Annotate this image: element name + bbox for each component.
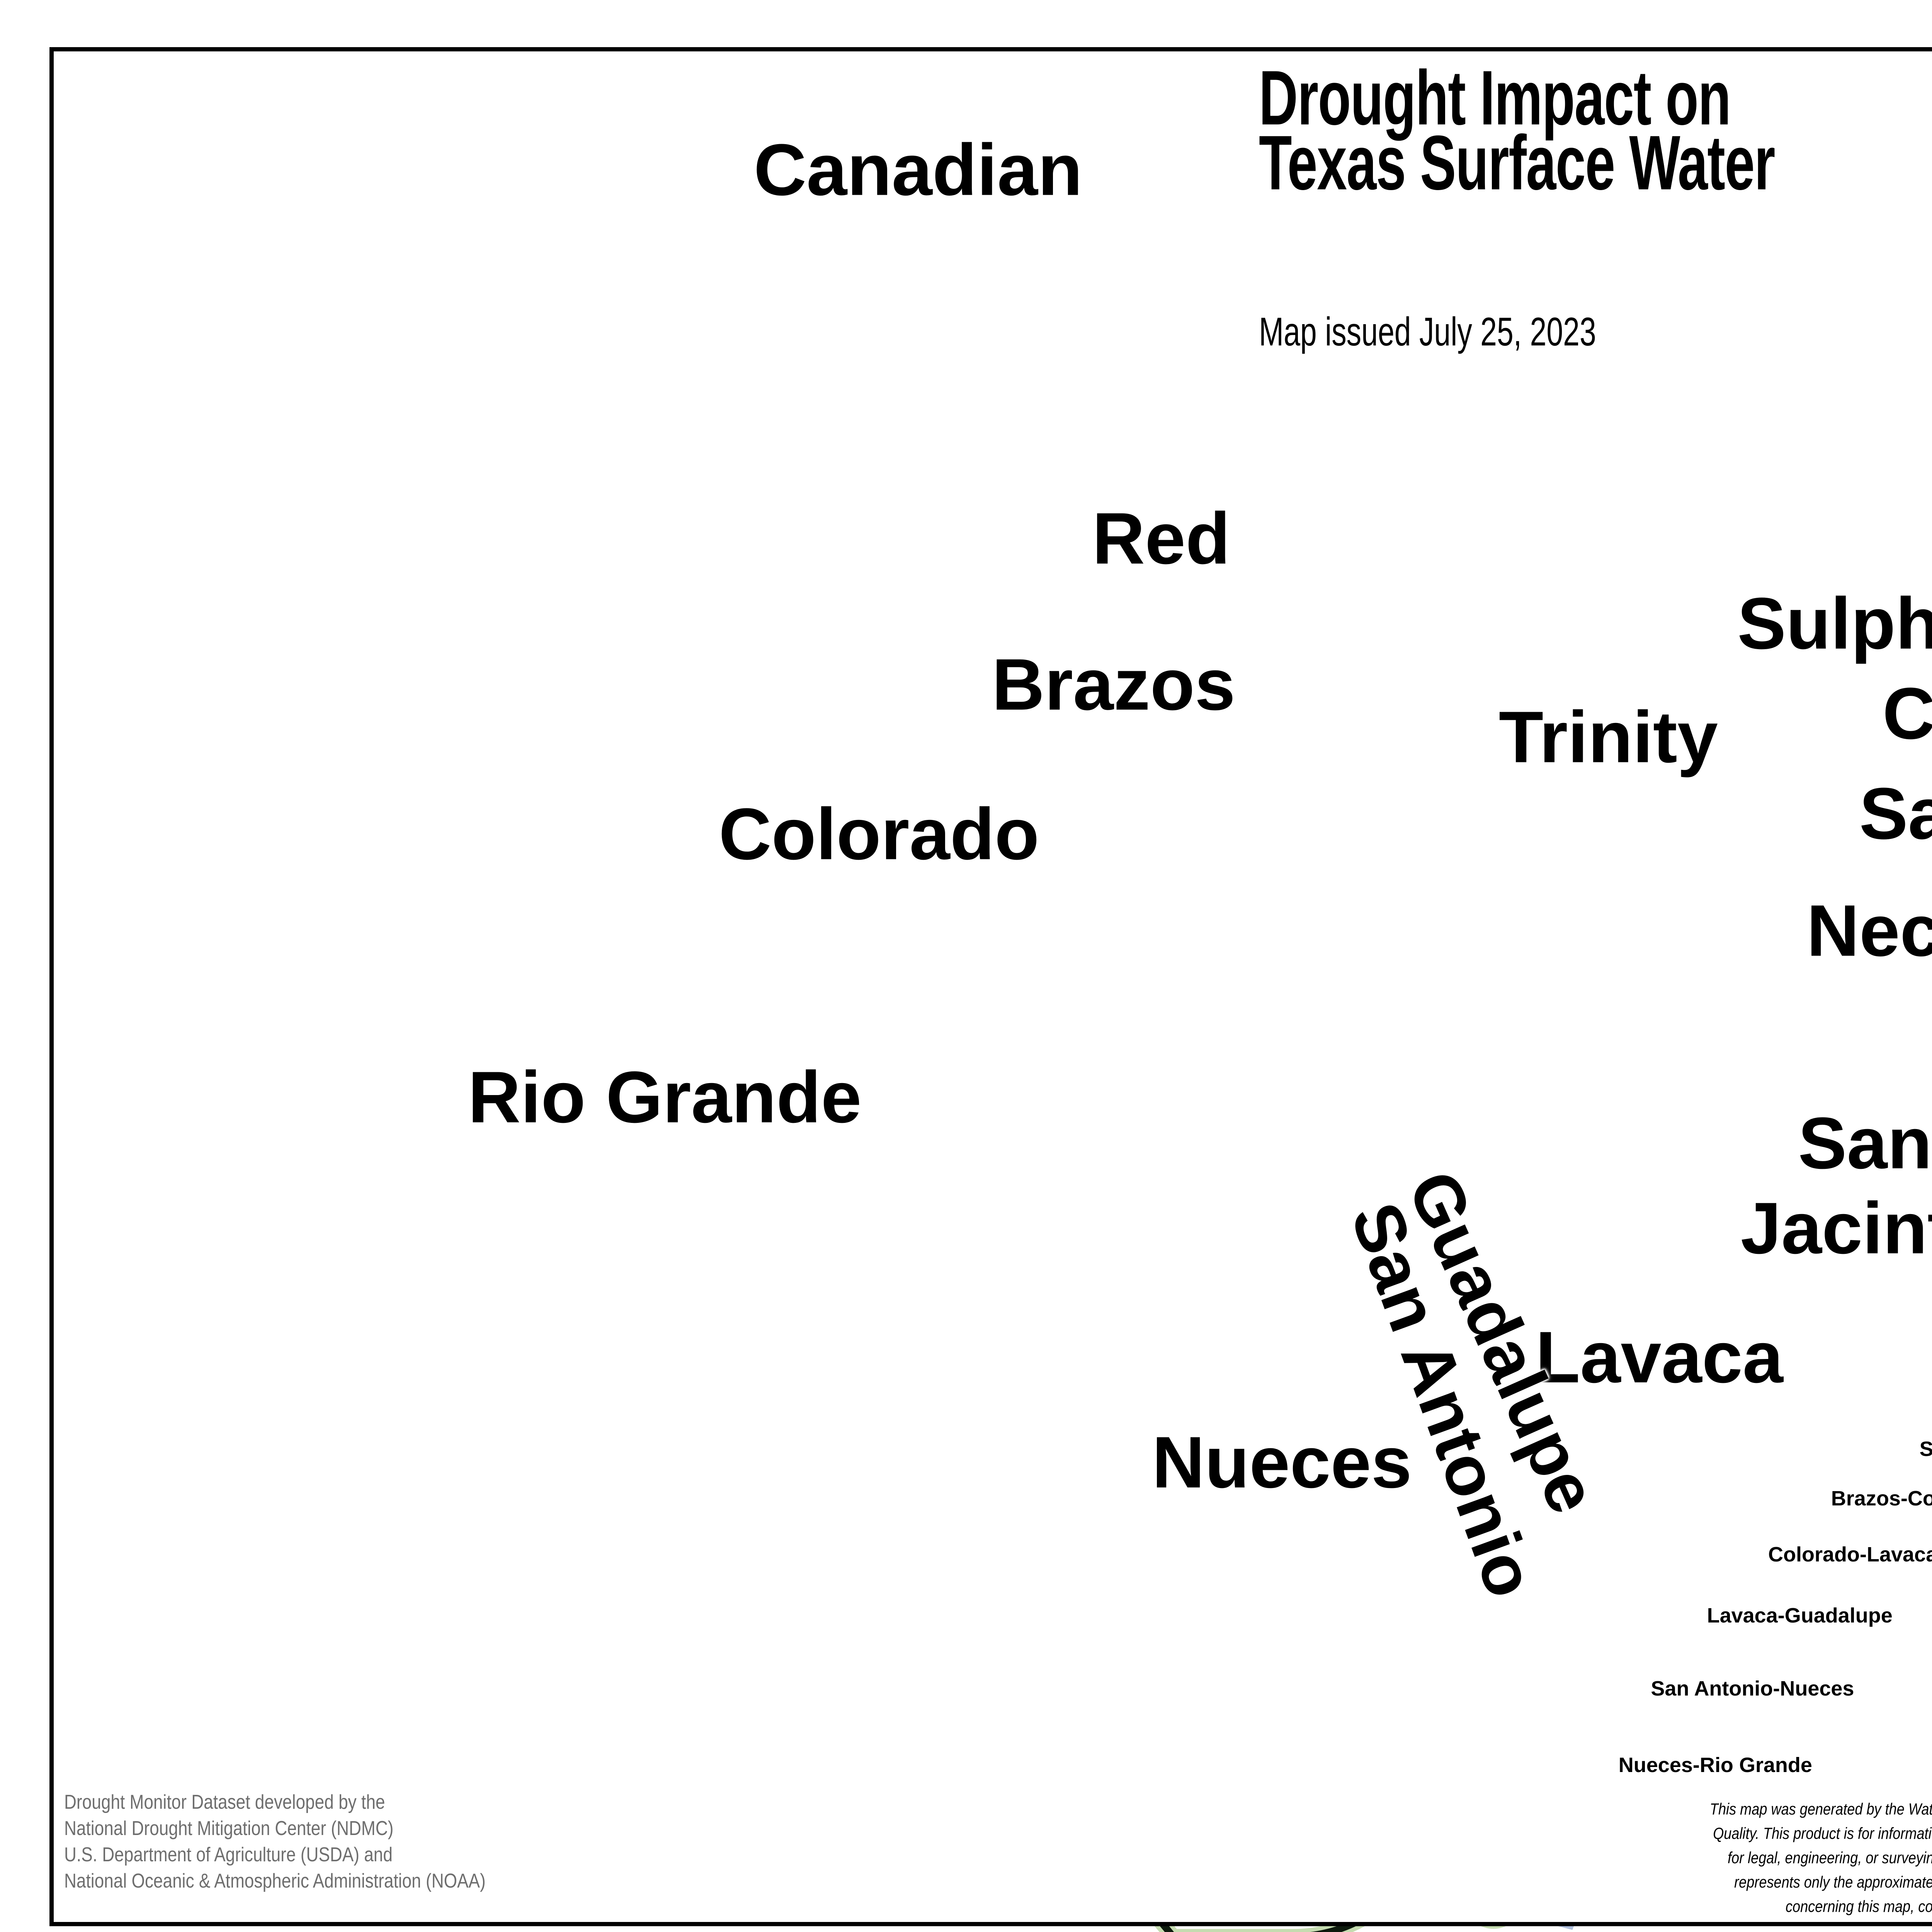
- basin-label-sulphur: Sulphur: [1737, 583, 1932, 665]
- disclaimer-line: This map was generated by the Water Avai…: [1709, 1800, 1932, 1818]
- basin-label-lavaca: Lavaca: [1535, 1316, 1783, 1398]
- credit-line: National Drought Mitigation Center (NDMC…: [64, 1817, 394, 1840]
- basin-label-rio-grande: Rio Grande: [468, 1056, 862, 1138]
- map-title: Drought Impact on Texas Surface Water: [1259, 55, 1932, 206]
- disclaimer-line: concerning this map, contact the Water A…: [1785, 1897, 1932, 1915]
- map-subtitle: Map issued July 25, 2023: [1259, 310, 1596, 354]
- coastal-basin-label-nueces-rio-grande: Nueces-Rio Grande: [1618, 1753, 1812, 1777]
- data-credit: Drought Monitor Dataset developed by the…: [64, 1789, 486, 1894]
- basin-label-brazos: Brazos: [992, 644, 1236, 726]
- basin-label-neches: Neches: [1806, 890, 1932, 972]
- basin-label-san: San: [1798, 1102, 1932, 1184]
- disclaimer-line: Quality. This product is for information…: [1713, 1824, 1932, 1842]
- credit-line: Drought Monitor Dataset developed by the: [64, 1791, 385, 1813]
- credit-line: U.S. Department of Agriculture (USDA) an…: [64, 1844, 393, 1866]
- disclaimer-line: for legal, engineering, or surveying pur…: [1727, 1849, 1932, 1867]
- basin-label-canadian: Canadian: [753, 129, 1083, 211]
- basin-label-trinity: Trinity: [1498, 696, 1718, 778]
- basin-label-sabine: Sabine: [1859, 773, 1932, 855]
- coastal-basin-label-lavaca-guadalupe: Lavaca-Guadalupe: [1707, 1604, 1893, 1628]
- basin-label-red: Red: [1092, 498, 1230, 580]
- basin-label-nueces: Nueces: [1152, 1422, 1412, 1503]
- basin-label-cypress: Cypress: [1882, 673, 1932, 755]
- credit-line: National Oceanic & Atmospheric Administr…: [64, 1870, 486, 1892]
- title-line-2: Texas Surface Water: [1259, 120, 1776, 206]
- disclaimer-line: represents only the approximate relative…: [1734, 1873, 1932, 1891]
- map-frame: [49, 47, 1932, 1926]
- basin-label-jacinto: Jacinto: [1740, 1187, 1932, 1269]
- coastal-basin-label-colorado-lavaca: Colorado-Lavaca: [1768, 1543, 1932, 1566]
- disclaimer-text: This map was generated by the Water Avai…: [1577, 1797, 1932, 1918]
- title-line-1: Drought Impact on: [1259, 55, 1731, 141]
- coastal-basin-label-brazos-colorado: Brazos-Colorado: [1831, 1486, 1932, 1510]
- basin-label-colorado: Colorado: [719, 793, 1039, 875]
- coastal-basin-label-san-jacinto-brazos: San Jacinto-Brazos: [1919, 1437, 1932, 1461]
- coastal-basin-label-san-antonio-nueces: San Antonio-Nueces: [1651, 1677, 1854, 1701]
